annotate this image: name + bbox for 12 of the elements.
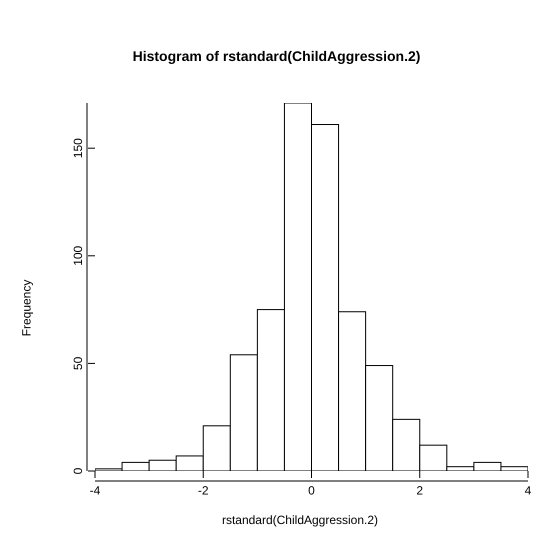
x-axis-title: rstandard(ChildAggression.2) [220,513,380,527]
x-tick-label: 0 [308,484,316,498]
y-tick-label: 150 [71,138,85,158]
y-tick-label: 0 [71,467,85,474]
y-tick-label: 100 [71,245,85,266]
x-tick-label: -2 [198,484,209,498]
x-tick-label: 4 [524,484,532,498]
x-tick-label: 2 [416,484,424,498]
y-axis-title: Frequency [19,280,34,336]
chart-title: Histogram of rstandard(ChildAggression.2) [132,48,422,64]
y-tick-label: 50 [71,356,85,370]
x-tick-label: -4 [90,484,101,498]
